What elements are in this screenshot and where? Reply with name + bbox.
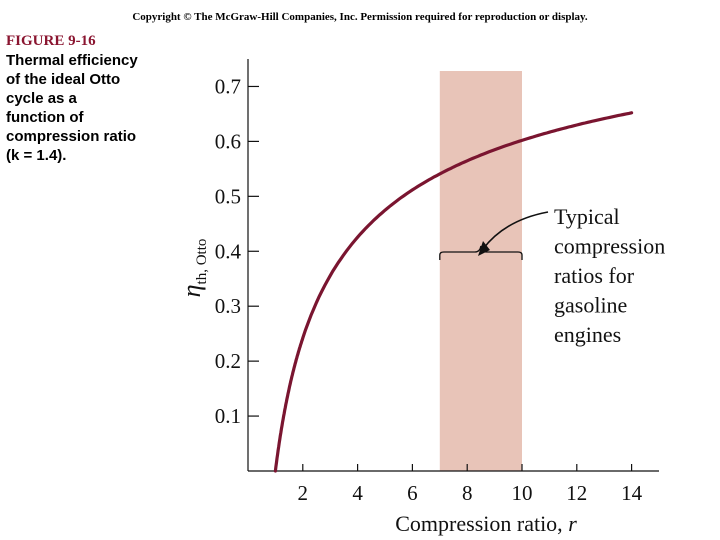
x-tick-label: 12 bbox=[566, 481, 587, 505]
y-tick-label: 0.4 bbox=[215, 239, 242, 263]
annotation-arrow bbox=[482, 211, 549, 250]
y-tick-label: 0.3 bbox=[215, 294, 241, 318]
annotation-arrowhead bbox=[478, 241, 490, 256]
y-tick-label: 0.5 bbox=[215, 184, 241, 208]
typical-range-band bbox=[439, 71, 522, 471]
x-tick-label: 10 bbox=[512, 481, 533, 505]
annotation-line: gasoline bbox=[554, 293, 627, 318]
x-axis-title: Compression ratio, r bbox=[395, 511, 577, 536]
annotation-line: Typical bbox=[554, 204, 620, 229]
copyright-notice: Copyright © The McGraw-Hill Companies, I… bbox=[132, 11, 588, 23]
x-tick-label: 8 bbox=[462, 481, 473, 505]
y-axis-title: ηth, Otto bbox=[177, 239, 210, 298]
figure-caption: FIGURE 9-16 Thermal efficiency of the id… bbox=[6, 32, 176, 165]
figure-label: FIGURE 9-16 bbox=[6, 33, 96, 49]
y-tick-label: 0.1 bbox=[215, 404, 241, 428]
x-tick-label: 6 bbox=[407, 481, 418, 505]
x-tick-label: 2 bbox=[298, 481, 309, 505]
caption-text: Thermal efficiency of the ideal Otto cyc… bbox=[6, 52, 138, 164]
annotation-line: compression bbox=[554, 234, 665, 259]
x-tick-label: 14 bbox=[621, 481, 643, 505]
annotation-line: engines bbox=[554, 322, 621, 347]
y-tick-label: 0.7 bbox=[215, 74, 241, 98]
x-tick-label: 4 bbox=[352, 481, 363, 505]
y-tick-label: 0.2 bbox=[215, 349, 241, 373]
annotation-line: ratios for bbox=[554, 263, 635, 288]
efficiency-curve bbox=[273, 111, 634, 473]
y-tick-label: 0.6 bbox=[215, 129, 241, 153]
range-brace bbox=[439, 245, 523, 260]
